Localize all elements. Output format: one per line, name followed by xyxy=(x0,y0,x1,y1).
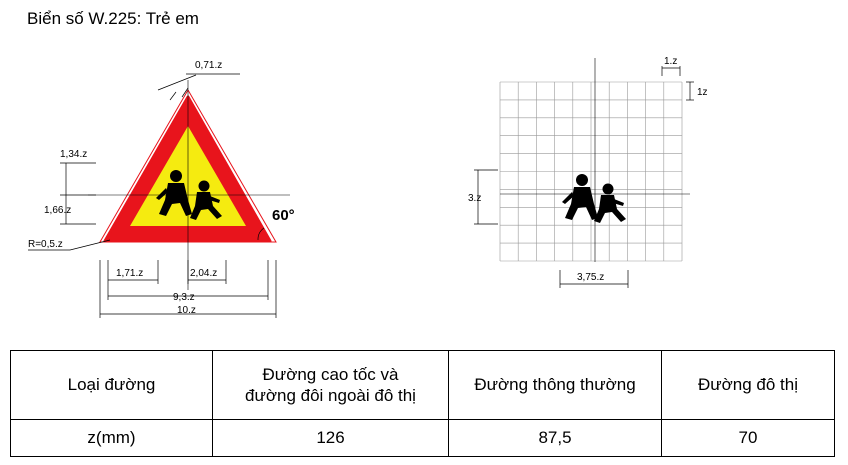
dim-angle: 60° xyxy=(272,207,295,224)
construction-grid xyxy=(499,81,683,262)
header-road-type: Loại đường xyxy=(10,350,213,420)
grid-children-figure xyxy=(562,174,626,223)
row-label: z(mm) xyxy=(10,419,213,457)
header-urban-road: Đường đô thị xyxy=(661,350,835,420)
table-row: z(mm) 126 87,5 70 xyxy=(10,419,835,457)
dim-top: 0,71.z xyxy=(195,60,222,71)
grid-height: 3.z xyxy=(468,193,481,204)
dim-1-71: 1,71.z xyxy=(116,268,143,279)
grid-cell-w: 1.z xyxy=(664,56,677,67)
header-normal-road: Đường thông thường xyxy=(448,350,662,420)
sign-title: Biển số W.225: Trẻ em xyxy=(27,9,199,28)
value-highway: 126 xyxy=(212,419,449,457)
dim-9-3: 9,3.z xyxy=(173,292,195,303)
dim-1-34: 1,34.z xyxy=(60,149,87,160)
dim-radius: R=0,5.z xyxy=(28,239,63,250)
dim-2-04: 2,04.z xyxy=(190,268,217,279)
header-highway: Đường cao tốc và đường đôi ngoài đô thị xyxy=(212,350,449,420)
header-highway-text: Đường cao tốc và đường đôi ngoài đô thị xyxy=(245,364,416,405)
children-figure xyxy=(156,170,222,220)
dim-10: 10.z xyxy=(177,305,196,316)
grid-width: 3,75.z xyxy=(577,272,604,283)
dim-1-66: 1,66.z xyxy=(44,205,71,216)
size-table: Loại đường Đường cao tốc và đường đôi ngo… xyxy=(10,350,835,457)
sign-drawing: 0,71.z 1,34.z 1,66.z R=0,5.z 60° 1,71.z … xyxy=(28,56,708,318)
table-header-row: Loại đường Đường cao tốc và đường đôi ngo… xyxy=(10,350,835,420)
value-urban: 70 xyxy=(661,419,835,457)
grid-cell-h: 1z xyxy=(697,87,708,98)
value-normal: 87,5 xyxy=(448,419,662,457)
